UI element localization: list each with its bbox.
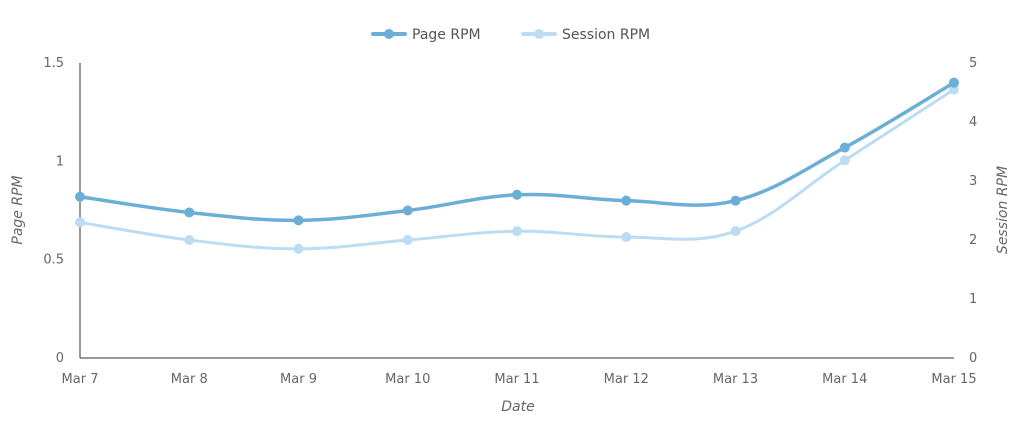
x-tick-label: Mar 14 — [822, 372, 867, 387]
data-point-page-rpm[interactable] — [949, 77, 959, 88]
data-point-page-rpm[interactable] — [621, 195, 632, 206]
y-right-tick-label: 0 — [969, 351, 977, 366]
data-point-page-rpm[interactable] — [402, 205, 413, 216]
series-layer — [75, 77, 959, 254]
x-axis-title: Date — [501, 399, 534, 415]
data-point-session-rpm[interactable] — [621, 232, 632, 243]
y-right-tick-label: 2 — [969, 233, 977, 248]
y-right-tick-label: 3 — [969, 174, 977, 189]
data-point-session-rpm[interactable] — [949, 84, 959, 95]
y-axis-right-ticks: 0 1 2 3 4 5 — [969, 56, 977, 366]
legend-item-session-rpm[interactable]: Session RPM — [521, 27, 650, 43]
y-axis-left-title: Page RPM — [10, 175, 26, 244]
x-tick-label: Mar 15 — [931, 372, 976, 387]
data-point-session-rpm[interactable] — [293, 243, 304, 254]
legend: Page RPM Session RPM — [371, 27, 650, 43]
data-point-page-rpm[interactable] — [293, 215, 304, 226]
data-point-page-rpm[interactable] — [184, 207, 195, 218]
y-left-tick-label: 1.5 — [43, 56, 64, 71]
x-tick-label: Mar 10 — [385, 372, 430, 387]
data-point-session-rpm[interactable] — [730, 226, 741, 237]
legend-label-page-rpm: Page RPM — [412, 27, 481, 43]
series-session-rpm — [75, 84, 959, 254]
legend-label-session-rpm: Session RPM — [562, 27, 650, 43]
series-line-session-rpm — [78, 88, 956, 251]
x-tick-label: Mar 13 — [713, 372, 758, 387]
x-tick-label: Mar 12 — [604, 372, 649, 387]
data-point-session-rpm[interactable] — [512, 226, 522, 237]
y-right-tick-label: 4 — [969, 115, 977, 130]
y-right-tick-label: 1 — [969, 292, 977, 307]
legend-marker-session-rpm — [534, 29, 544, 39]
data-point-session-rpm[interactable] — [402, 235, 413, 245]
y-right-tick-label: 5 — [969, 56, 977, 71]
data-point-session-rpm[interactable] — [184, 235, 195, 245]
series-page-rpm — [75, 77, 959, 226]
x-tick-label: Mar 8 — [171, 372, 208, 387]
y-left-tick-label: 0.5 — [43, 253, 64, 268]
x-tick-label: Mar 7 — [62, 372, 99, 387]
data-point-page-rpm[interactable] — [839, 142, 850, 153]
y-left-tick-label: 0 — [56, 351, 64, 366]
data-point-page-rpm[interactable] — [730, 195, 741, 206]
data-point-session-rpm[interactable] — [75, 217, 85, 228]
x-tick-label: Mar 9 — [280, 372, 317, 387]
legend-marker-page-rpm — [384, 29, 394, 39]
data-point-session-rpm[interactable] — [839, 155, 850, 166]
x-tick-label: Mar 11 — [494, 372, 539, 387]
x-axis-ticks: Mar 7 Mar 8 Mar 9 Mar 10 Mar 11 Mar 12 Mar 13 M… — [62, 372, 977, 387]
legend-item-page-rpm[interactable]: Page RPM — [371, 27, 481, 43]
y-axis-left-ticks: 0 0.5 1 1.5 — [43, 56, 64, 366]
y-axis-right-title: Session RPM — [995, 166, 1011, 254]
y-left-tick-label: 1 — [56, 154, 64, 169]
data-point-page-rpm[interactable] — [75, 191, 85, 202]
data-point-page-rpm[interactable] — [512, 189, 522, 200]
